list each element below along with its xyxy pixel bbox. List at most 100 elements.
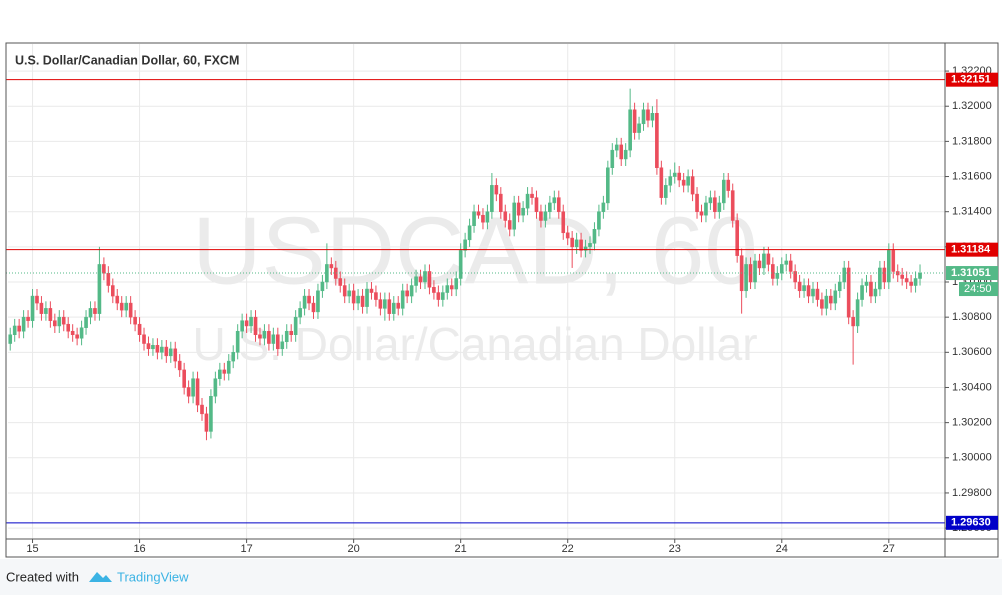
candle-body (797, 281, 802, 292)
candle-body (369, 288, 374, 293)
candle-body (878, 267, 882, 290)
candle-body (793, 271, 797, 283)
candle-body (110, 285, 115, 297)
candle-body (574, 239, 579, 248)
y-tick-label: 1.30400 (952, 381, 992, 393)
candle-body (730, 190, 735, 221)
candle-body (690, 176, 695, 195)
candle-body (556, 197, 561, 212)
candle-body (735, 220, 739, 256)
candle-body (681, 179, 686, 186)
candle-body (677, 172, 682, 181)
candle-body (213, 378, 218, 397)
x-tick-label: 16 (133, 543, 145, 555)
candle-body (374, 292, 378, 300)
candle-body (900, 274, 904, 279)
footer-band (0, 559, 1002, 595)
footer-brand[interactable]: TradingView (117, 569, 189, 584)
candle-body (17, 325, 21, 332)
candle-body (293, 316, 298, 335)
candle-body (333, 267, 338, 279)
countdown-box (959, 282, 998, 297)
candle-body (686, 176, 690, 186)
candle-body (458, 250, 463, 279)
y-tick-label: 1.30800 (952, 311, 992, 323)
candle-body (84, 316, 88, 328)
candle-body (418, 276, 423, 283)
candle-body (271, 334, 276, 344)
candle-body (753, 260, 757, 283)
candle-body (837, 281, 842, 292)
candle-body (289, 330, 294, 335)
candle-body (766, 253, 771, 265)
candle-body (151, 345, 155, 350)
candle-body (820, 299, 824, 309)
candle-body (539, 211, 543, 221)
candle-body (160, 346, 164, 353)
candle-body (512, 202, 516, 230)
candle-body (93, 308, 97, 314)
candle-body (39, 302, 44, 314)
y-tick-label: 1.31600 (952, 170, 992, 182)
candle-body (133, 316, 137, 325)
countdown: 24:50 (964, 283, 992, 295)
candle-body (530, 193, 534, 198)
candle-body (882, 267, 887, 283)
candle-body (414, 276, 418, 286)
chart-frame (5, 42, 999, 558)
candle-body (668, 176, 673, 186)
candle-body (445, 285, 450, 293)
candle-body (842, 267, 847, 283)
candle-body (641, 109, 646, 125)
candle-body (177, 360, 182, 371)
candle-body (490, 185, 494, 212)
candle-body (610, 149, 615, 168)
candle-body (498, 193, 503, 212)
x-tick-label: 20 (348, 543, 360, 555)
x-tick-label: 23 (669, 543, 681, 555)
candle-body (66, 323, 71, 332)
candle-body (815, 288, 820, 300)
candle-body (347, 290, 351, 297)
candle-body (195, 378, 200, 406)
candle-body (267, 330, 271, 344)
candle-body (829, 295, 833, 304)
candle-body (61, 316, 66, 325)
candle-body (432, 287, 436, 293)
candle-body (771, 264, 775, 279)
candle-body (387, 299, 392, 314)
candle-body (226, 360, 231, 374)
candle-body (516, 202, 521, 216)
candle-body (891, 250, 896, 272)
candle-body (525, 193, 530, 209)
footer-prefix: Created with (6, 569, 79, 584)
candle-body (846, 267, 851, 318)
candle-body (699, 211, 704, 216)
candle-body (21, 316, 26, 332)
candle-body (182, 369, 186, 388)
candle-body (565, 232, 570, 239)
candle-body (597, 211, 601, 230)
line-layer (6, 79, 945, 524)
candle-body (102, 264, 106, 274)
candle-body (44, 308, 48, 314)
candle-body (119, 302, 124, 311)
candle-body (378, 299, 383, 309)
candle-body (476, 211, 481, 216)
candle-body (655, 113, 659, 168)
candle-body (855, 299, 860, 327)
candle-body (784, 260, 789, 265)
candle-body (726, 179, 731, 191)
candle-body (552, 197, 557, 204)
candle-body (704, 202, 708, 216)
candle-body (244, 320, 249, 327)
candle-body (806, 285, 811, 297)
candle-body (235, 330, 240, 353)
candle-body (329, 264, 334, 269)
candle-body (365, 288, 369, 307)
price-label: 1.31184 (951, 244, 991, 256)
candle-body (623, 149, 628, 160)
candle-body (614, 144, 619, 151)
y-tick-label: 1.32000 (952, 100, 992, 112)
